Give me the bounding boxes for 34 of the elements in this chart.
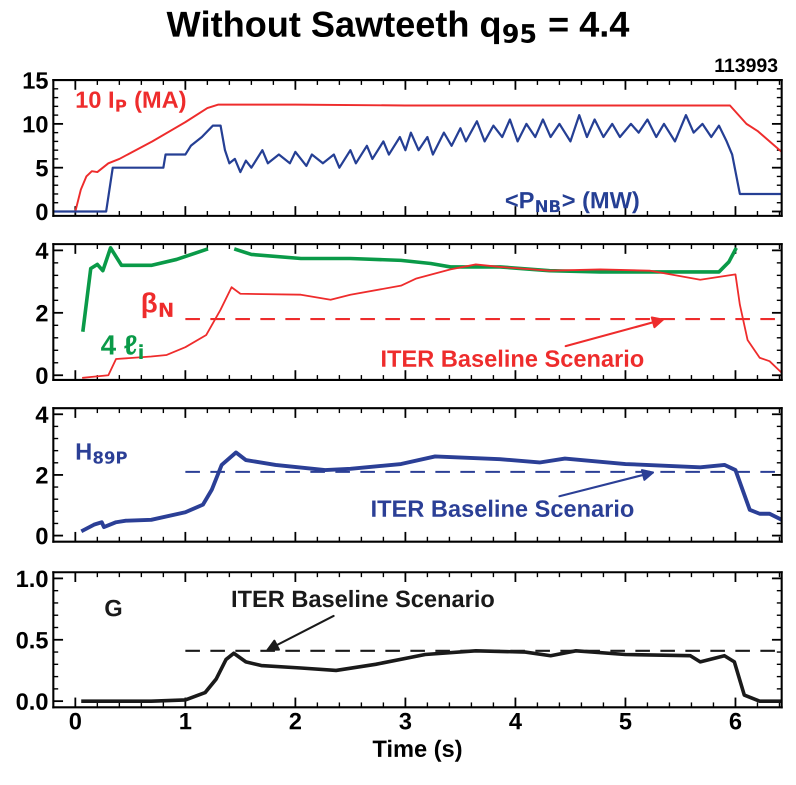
x-tick-label: 0 bbox=[70, 712, 81, 730]
y-tick-label: 15 bbox=[24, 72, 48, 89]
series-label: β$_{N}$ bbox=[142, 292, 172, 318]
x-axis-title: Time (s) bbox=[372, 740, 462, 762]
line-series bbox=[81, 649, 782, 703]
y-tick-label: 1.0 bbox=[17, 570, 48, 588]
series-label: 10 I$_{P}$ (MA) bbox=[76, 90, 186, 113]
y-tick-label: 0.5 bbox=[16, 632, 48, 649]
annotation: ITER Baseline Scenario bbox=[382, 350, 644, 367]
annotation: ITER Baseline Scenario bbox=[232, 590, 494, 608]
text: 113993 bbox=[715, 58, 778, 72]
y-tick-label: 2 bbox=[36, 304, 48, 322]
text: <P$_{NB}$> (MW) bbox=[506, 191, 639, 214]
x-tick-label: 4 bbox=[509, 713, 522, 730]
chart-title: Without Sawteeth q$_{95}$ = 4.4 bbox=[166, 10, 630, 44]
x-tick-label: 5 bbox=[620, 713, 632, 730]
annotation: ITER Baseline Scenario bbox=[372, 500, 634, 518]
y-tick-label: 4 bbox=[36, 242, 48, 259]
y-tick-label: 0.0 bbox=[16, 693, 48, 710]
y-tick-label: 5 bbox=[36, 160, 48, 176]
series-label: 4 ℓ$_{i}$ bbox=[101, 335, 143, 360]
y-tick-label: 0 bbox=[36, 367, 48, 384]
y-tick-label: 0 bbox=[36, 528, 48, 544]
text: G bbox=[105, 600, 122, 616]
x-tick-label: 1 bbox=[180, 713, 192, 730]
x-tick-label: 3 bbox=[399, 712, 412, 730]
line-series bbox=[82, 264, 782, 379]
text: H$_{89P}$ bbox=[76, 443, 127, 464]
y-tick-label: 2 bbox=[36, 466, 48, 484]
y-tick-label: 0 bbox=[36, 204, 48, 220]
y-tick-label: 4 bbox=[36, 406, 48, 423]
x-tick-label: 2 bbox=[290, 712, 301, 730]
y-tick-label: 10 bbox=[24, 116, 48, 133]
x-tick-label: 6 bbox=[730, 712, 742, 730]
